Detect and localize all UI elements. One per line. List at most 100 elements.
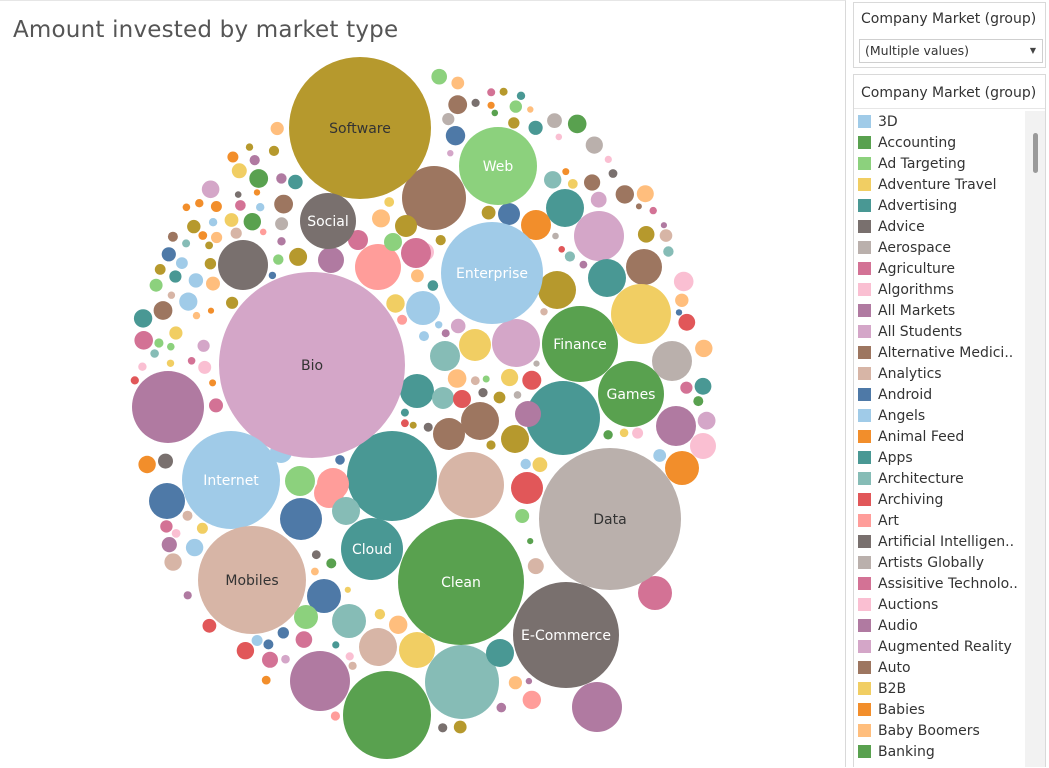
- legend-item[interactable]: Analytics: [854, 363, 1024, 384]
- bubble-small[interactable]: [659, 229, 673, 242]
- bubble-small[interactable]: [311, 550, 321, 560]
- bubble-small[interactable]: [195, 199, 204, 208]
- bubble[interactable]: [348, 230, 368, 250]
- bubble-small[interactable]: [289, 247, 308, 266]
- bubble-small[interactable]: [567, 179, 578, 189]
- bubble-small[interactable]: [187, 219, 201, 234]
- bubble-small[interactable]: [204, 258, 217, 270]
- legend-item[interactable]: Accounting: [854, 132, 1024, 153]
- bubble-small[interactable]: [149, 278, 163, 292]
- bubble-small[interactable]: [185, 538, 204, 557]
- legend-item[interactable]: Auto: [854, 657, 1024, 678]
- bubble-small[interactable]: [482, 375, 490, 383]
- bubble[interactable]: [515, 401, 541, 427]
- bubble-small[interactable]: [615, 185, 634, 204]
- bubble-small[interactable]: [275, 217, 289, 231]
- bubble-small[interactable]: [401, 419, 409, 428]
- bubble-small[interactable]: [167, 231, 178, 242]
- bubble-small[interactable]: [259, 228, 267, 236]
- legend-item[interactable]: Augmented Reality: [854, 636, 1024, 657]
- bubble-small[interactable]: [276, 173, 287, 184]
- bubble-finance[interactable]: [542, 306, 618, 382]
- bubble-small[interactable]: [508, 117, 520, 129]
- bubble[interactable]: [511, 472, 543, 504]
- bubble-small[interactable]: [326, 558, 337, 569]
- bubble-small[interactable]: [636, 185, 654, 203]
- filter-dropdown[interactable]: (Multiple values) ▼: [859, 39, 1043, 63]
- bubble-small[interactable]: [210, 201, 222, 212]
- bubble-small[interactable]: [169, 270, 182, 283]
- bubble-small[interactable]: [448, 95, 468, 115]
- bubble[interactable]: [638, 576, 672, 610]
- bubble-small[interactable]: [372, 209, 390, 228]
- bubble-small[interactable]: [198, 231, 208, 240]
- bubble-small[interactable]: [384, 197, 395, 207]
- bubble-small[interactable]: [509, 100, 522, 113]
- bubble-small[interactable]: [564, 251, 576, 262]
- legend-item[interactable]: Art: [854, 510, 1024, 531]
- bubble[interactable]: [400, 374, 434, 408]
- bubble-small[interactable]: [295, 631, 313, 648]
- bubble-small[interactable]: [231, 163, 247, 179]
- bubble-small[interactable]: [451, 76, 465, 90]
- bubble-small[interactable]: [249, 169, 269, 188]
- legend-item[interactable]: Agriculture: [854, 258, 1024, 279]
- bubble[interactable]: [492, 319, 540, 367]
- bubble-small[interactable]: [697, 411, 716, 430]
- bubble-small[interactable]: [470, 376, 480, 386]
- bubble[interactable]: [574, 211, 624, 261]
- bubble-small[interactable]: [520, 458, 531, 470]
- bubble-small[interactable]: [486, 440, 496, 450]
- bubble-small[interactable]: [567, 114, 587, 134]
- bubble-mobiles[interactable]: [198, 526, 306, 634]
- bubble[interactable]: [546, 189, 584, 227]
- bubble[interactable]: [318, 247, 344, 273]
- bubble-small[interactable]: [579, 260, 588, 269]
- bubble-small[interactable]: [261, 675, 271, 685]
- legend-item[interactable]: Aerospace: [854, 237, 1024, 258]
- bubble-small[interactable]: [527, 558, 544, 575]
- bubble-small[interactable]: [547, 113, 562, 128]
- bubble-small[interactable]: [590, 191, 607, 208]
- bubble-small[interactable]: [441, 329, 450, 338]
- bubble-small[interactable]: [695, 339, 713, 358]
- bubble[interactable]: [486, 639, 514, 667]
- bubble-small[interactable]: [196, 522, 208, 534]
- bubble-small[interactable]: [427, 280, 439, 291]
- bubble-small[interactable]: [389, 615, 408, 634]
- bubble-small[interactable]: [268, 271, 277, 280]
- bubble-small[interactable]: [487, 88, 496, 97]
- bubble-small[interactable]: [525, 677, 533, 685]
- bubble-small[interactable]: [161, 537, 177, 553]
- bubble-small[interactable]: [270, 121, 284, 136]
- bubble-small[interactable]: [277, 237, 286, 246]
- legend-item[interactable]: 3D: [854, 111, 1024, 132]
- bubble-small[interactable]: [478, 388, 488, 398]
- bubble-small[interactable]: [619, 428, 629, 438]
- bubble[interactable]: [347, 431, 437, 521]
- legend-item[interactable]: All Markets: [854, 300, 1024, 321]
- bubble-small[interactable]: [558, 246, 565, 253]
- bubble-small[interactable]: [198, 360, 212, 374]
- bubble-small[interactable]: [675, 309, 683, 316]
- bubble-small[interactable]: [197, 339, 210, 352]
- scroll-thumb[interactable]: [1033, 133, 1038, 173]
- bubble-games[interactable]: [598, 361, 664, 427]
- legend-item[interactable]: Algorithms: [854, 279, 1024, 300]
- bubble-small[interactable]: [513, 391, 522, 399]
- legend-item[interactable]: Android: [854, 384, 1024, 405]
- bubble-small[interactable]: [345, 652, 354, 661]
- bubble-social[interactable]: [300, 193, 356, 249]
- bubble-small[interactable]: [374, 609, 386, 620]
- legend-item[interactable]: Artists Globally: [854, 552, 1024, 573]
- bubble-small[interactable]: [249, 155, 260, 166]
- bubble[interactable]: [430, 341, 460, 371]
- bubble-small[interactable]: [167, 342, 175, 351]
- bubble-small[interactable]: [435, 321, 443, 329]
- bubble[interactable]: [401, 238, 431, 268]
- bubble-small[interactable]: [522, 690, 541, 710]
- bubble-small[interactable]: [192, 311, 201, 320]
- bubble-small[interactable]: [694, 377, 712, 395]
- bubble-small[interactable]: [268, 145, 280, 156]
- bubble-small[interactable]: [130, 376, 139, 385]
